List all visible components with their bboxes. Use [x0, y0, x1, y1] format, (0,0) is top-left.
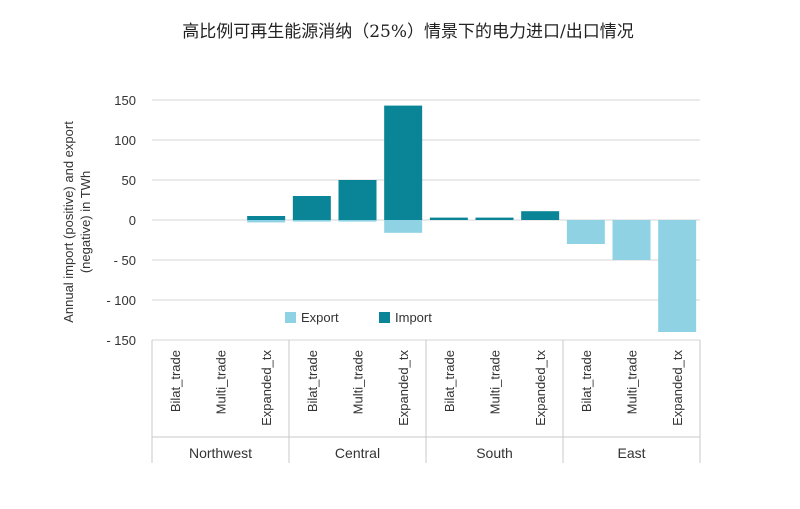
- group-label: Central: [335, 445, 380, 461]
- bars: [247, 105, 697, 332]
- legend-label-export: Export: [301, 310, 339, 325]
- category-label: Multi_trade: [214, 350, 229, 414]
- y-tick-label: 50: [122, 173, 136, 188]
- bar-export-11: [658, 220, 697, 332]
- group-labels: Northwest Central South East: [189, 445, 646, 461]
- bar-import-7: [475, 217, 514, 220]
- y-tick-label: - 50: [114, 253, 136, 268]
- bar-import-5: [384, 105, 423, 220]
- y-axis-label-line1: Annual import (positive) and export: [61, 121, 76, 323]
- category-label: Bilat_trade: [579, 350, 594, 412]
- grid-lines: [152, 99, 700, 341]
- bar-import-4: [338, 180, 377, 220]
- legend: Export Import: [285, 310, 432, 325]
- category-labels: Bilat_trade Multi_trade Expanded_tx Bilat_t…: [168, 350, 685, 426]
- group-label: East: [617, 445, 645, 461]
- category-label: Multi_trade: [625, 350, 640, 414]
- y-tick-label: - 150: [106, 333, 136, 348]
- y-tick-labels: 150 100 50 0 - 50 - 100 - 150: [106, 93, 136, 348]
- group-label: Northwest: [189, 445, 252, 461]
- legend-label-import: Import: [395, 310, 432, 325]
- y-tick-label: 100: [114, 133, 136, 148]
- bar-import-3: [292, 196, 331, 220]
- category-label: Multi_trade: [488, 350, 503, 414]
- category-label: Expanded_tx: [670, 350, 685, 426]
- category-label: Multi_trade: [351, 350, 366, 414]
- bar-export-5: [384, 220, 423, 233]
- group-separators: [151, 340, 701, 463]
- legend-swatch-import: [379, 312, 390, 323]
- category-label: Expanded_tx: [396, 350, 411, 426]
- y-tick-label: 0: [129, 213, 136, 228]
- bar-export-2: [247, 220, 286, 223]
- category-label: Expanded_tx: [533, 350, 548, 426]
- category-label: Bilat_trade: [305, 350, 320, 412]
- y-tick-label: 150: [114, 93, 136, 108]
- bar-export-4: [338, 220, 377, 222]
- bar-import-2: [247, 216, 286, 220]
- chart-title: 高比例可再生能源消纳（25%）情景下的电力进口/出口情况: [182, 22, 634, 42]
- bar-export-3: [292, 220, 331, 222]
- category-label: Expanded_tx: [259, 350, 274, 426]
- legend-swatch-export: [285, 312, 296, 323]
- y-axis-label-line2: (negative) in TWh: [78, 171, 93, 273]
- bar-export-9: [566, 220, 605, 244]
- category-label: Bilat_trade: [442, 350, 457, 412]
- bar-import-8: [521, 211, 560, 220]
- category-label: Bilat_trade: [168, 350, 183, 412]
- bar-export-10: [612, 220, 651, 260]
- group-label: South: [476, 445, 513, 461]
- y-tick-label: - 100: [106, 293, 136, 308]
- bar-import-6: [429, 217, 468, 220]
